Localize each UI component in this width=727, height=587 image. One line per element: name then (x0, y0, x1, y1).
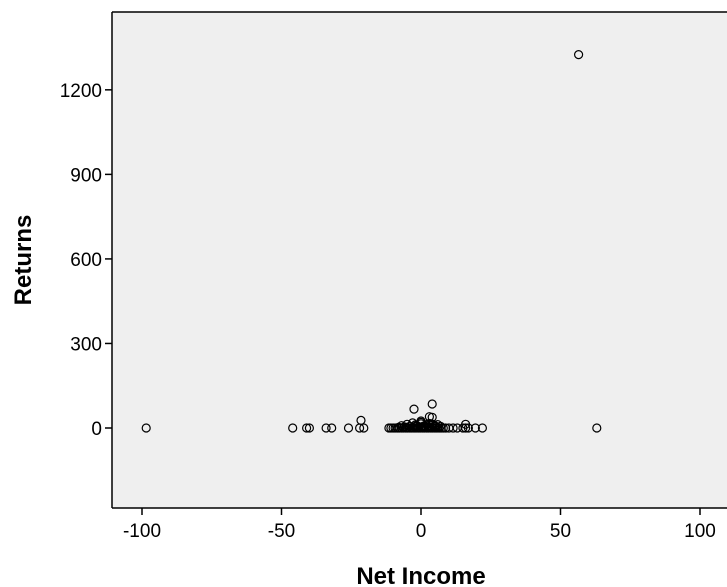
data-point (461, 423, 471, 433)
x-tick-label: 100 (684, 521, 716, 542)
x-axis-title: Net Income (356, 563, 485, 587)
y-tick-label: 0 (91, 419, 102, 440)
y-tick-label: 300 (70, 334, 102, 355)
data-point (302, 423, 312, 433)
y-axis-ticks: 0 300 600 900 1200 (60, 81, 112, 440)
data-point (409, 404, 419, 414)
x-tick-label: 50 (550, 521, 571, 542)
y-axis-title: Returns (10, 215, 37, 306)
x-tick-label: -50 (268, 521, 295, 542)
data-point (427, 412, 437, 422)
x-axis-ticks: -100 -50 0 50 100 (123, 508, 716, 542)
data-point (470, 423, 480, 433)
y-tick-label: 1200 (60, 81, 102, 102)
data-point (141, 423, 151, 433)
y-tick-label: 600 (70, 250, 102, 271)
data-point (592, 423, 602, 433)
x-tick-label: -100 (123, 521, 161, 542)
data-point (477, 423, 487, 433)
data-point (321, 423, 331, 433)
data-point (416, 416, 426, 426)
data-point (327, 423, 337, 433)
data-point (288, 423, 298, 433)
data-point (304, 423, 314, 433)
y-tick-label: 900 (70, 165, 102, 186)
data-point (359, 423, 369, 433)
data-point (433, 420, 443, 430)
data-point (343, 423, 354, 433)
x-tick-label: 0 (416, 521, 427, 542)
data-points (141, 49, 602, 433)
data-point (448, 423, 458, 433)
data-point (573, 49, 584, 60)
data-point (427, 399, 437, 409)
data-point (461, 419, 471, 429)
plot-area-background (112, 12, 727, 508)
